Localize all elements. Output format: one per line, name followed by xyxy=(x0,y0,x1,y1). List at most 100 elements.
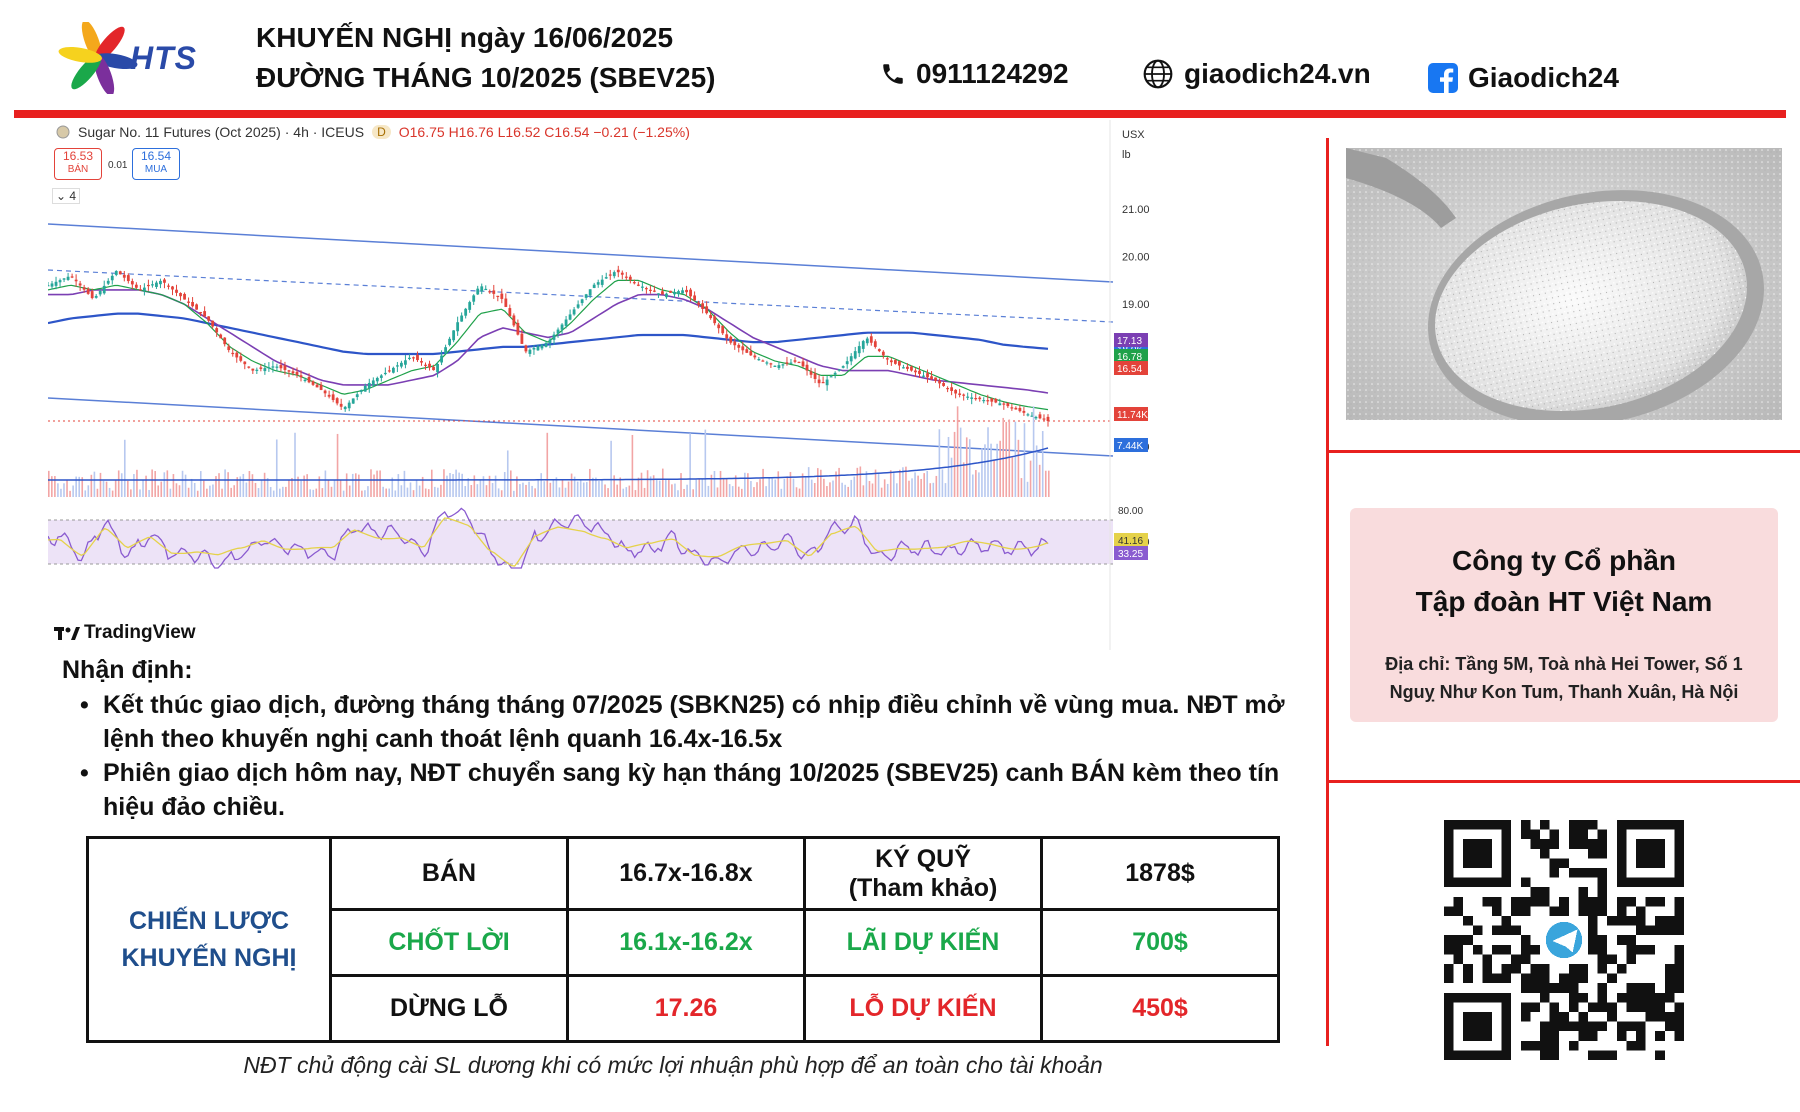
volume-bar xyxy=(449,472,451,497)
qr-module xyxy=(1588,1002,1598,1012)
volume-bar xyxy=(488,475,491,497)
rsi-tag xyxy=(1114,546,1148,560)
phone-number: 0911124292 xyxy=(916,58,1069,89)
candle-body xyxy=(375,377,379,382)
telegram-qr-code[interactable] xyxy=(1444,820,1684,1060)
qr-module xyxy=(1482,954,1492,964)
rsi-band xyxy=(48,520,1113,564)
qr-module xyxy=(1549,906,1560,916)
volume-bar xyxy=(756,482,758,497)
qr-module xyxy=(1636,925,1646,936)
volume-bar xyxy=(48,470,50,497)
qr-module xyxy=(1578,964,1588,974)
qr-module xyxy=(1520,954,1531,964)
volume-bar xyxy=(619,477,622,497)
volume-bar xyxy=(646,470,649,497)
qr-module xyxy=(1664,983,1675,993)
candle-body xyxy=(869,336,873,343)
candle-body xyxy=(649,289,652,291)
qr-module xyxy=(1463,973,1473,984)
strategy-heading: CHIẾN LƯỢC KHUYẾN NGHỊ xyxy=(86,836,332,1043)
volume-bar xyxy=(634,490,637,497)
qr-module xyxy=(1568,983,1579,993)
volume-bar xyxy=(537,479,539,497)
volume-bar xyxy=(379,470,381,497)
volume-bar xyxy=(215,476,217,497)
volume-bar xyxy=(111,490,114,497)
volume-bar xyxy=(765,486,767,497)
facebook-contact[interactable]: Giaodich24 xyxy=(1428,62,1619,94)
candle-body xyxy=(331,394,335,401)
qr-module xyxy=(1674,1031,1684,1041)
qr-module xyxy=(1588,906,1598,916)
volume-bar xyxy=(558,487,561,497)
candle-body xyxy=(733,341,737,346)
volume-bar xyxy=(865,471,868,497)
volume-bar xyxy=(938,429,941,497)
volume-bar xyxy=(731,486,734,497)
volume-bar xyxy=(792,478,795,497)
qr-finder xyxy=(1636,839,1665,868)
candlesticks xyxy=(48,265,1050,427)
volume-bar xyxy=(406,487,409,497)
volume-bar xyxy=(1005,421,1008,497)
website-contact[interactable]: giaodich24.vn xyxy=(1142,58,1371,90)
buy-price: 16.54 xyxy=(140,149,172,163)
candle-body xyxy=(990,398,994,402)
candle-body xyxy=(881,351,885,356)
chart-symbol: Sugar No. 11 Futures (Oct 2025) · 4h · I… xyxy=(78,124,365,140)
volume-bar xyxy=(181,470,184,497)
volume-bar xyxy=(279,488,281,497)
strategy-heading-line1: CHIẾN LƯỢC xyxy=(128,906,290,935)
candle-body xyxy=(347,402,351,409)
volume-bar xyxy=(713,471,716,497)
volume-bar xyxy=(245,482,248,497)
candle-body xyxy=(717,324,721,329)
expected-loss-amount-cell: 450$ xyxy=(1040,974,1280,1043)
phone-contact[interactable]: 0911124292 xyxy=(880,58,1069,90)
candle-body xyxy=(48,285,50,287)
qr-module xyxy=(1511,906,1521,916)
qr-module xyxy=(1540,983,1550,993)
candle-body xyxy=(114,270,118,275)
volume-bar xyxy=(503,471,506,497)
candle-body xyxy=(488,291,492,293)
price-tag xyxy=(1114,407,1148,421)
price-tag xyxy=(1114,333,1148,347)
price-tag xyxy=(1114,438,1148,452)
buy-price-button[interactable]: 16.54 MUA xyxy=(132,148,180,180)
volume-bar xyxy=(917,475,919,497)
candle-body xyxy=(817,379,821,384)
volume-bar xyxy=(592,477,594,497)
volume-bar xyxy=(950,457,953,497)
candle-body xyxy=(725,334,729,339)
volume-bar xyxy=(440,484,442,497)
volume-bar xyxy=(54,476,56,497)
candle-body xyxy=(468,302,472,310)
volume-bar xyxy=(1014,421,1017,497)
volume-bar xyxy=(464,486,467,497)
qr-finder xyxy=(1463,1012,1492,1041)
candle-body xyxy=(179,293,182,297)
qr-module xyxy=(1655,925,1665,936)
volume-bar xyxy=(127,480,129,497)
sell-price-button[interactable]: 16.53 BÁN xyxy=(54,148,102,180)
candle-body xyxy=(548,339,552,344)
price-tag-label: 16.78 xyxy=(1117,352,1142,363)
qr-module xyxy=(1559,983,1569,993)
volume-bar xyxy=(589,468,591,497)
volume-bar xyxy=(309,489,311,497)
indicator-toggle[interactable]: ⌄ 4 xyxy=(52,188,81,204)
volume-bar xyxy=(336,433,339,497)
disclaimer-note: NĐT chủ động cài SL dương khi có mức lợi… xyxy=(243,1052,1103,1078)
volume-bar xyxy=(859,466,862,497)
volume-bar xyxy=(84,490,87,497)
volume-bar xyxy=(601,479,603,497)
sell-action-cell: BÁN xyxy=(329,836,569,911)
volume-bar xyxy=(519,484,521,497)
volume-bar xyxy=(926,471,929,497)
facebook-icon xyxy=(1428,63,1458,93)
qr-module xyxy=(1597,906,1608,916)
volume-bar xyxy=(862,485,865,497)
volume-bar xyxy=(230,487,232,497)
